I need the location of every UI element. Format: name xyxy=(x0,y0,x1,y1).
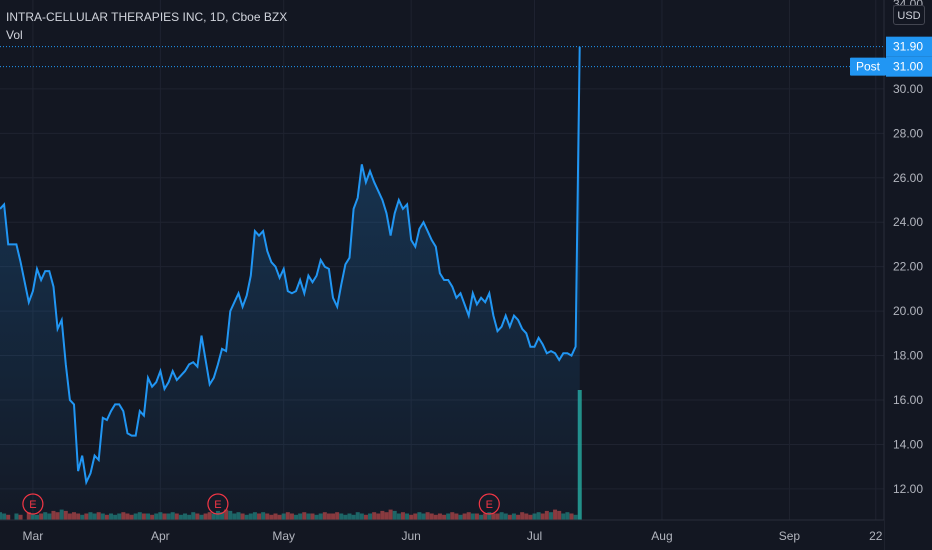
volume-bar xyxy=(577,390,582,520)
x-tick-label: 22 xyxy=(869,529,883,543)
y-tick-label: 28.00 xyxy=(893,126,923,140)
volume-label: Vol xyxy=(6,28,23,42)
x-tick-label: Aug xyxy=(651,529,672,543)
chart-title: INTRA-CELLULAR THERAPIES INC, 1D, Cboe B… xyxy=(6,10,288,24)
post-tag-badge xyxy=(850,57,886,76)
earnings-label: E xyxy=(486,499,493,511)
time-axis-background xyxy=(0,520,884,550)
last-price-value: 31.90 xyxy=(893,40,923,54)
x-tick-label: Mar xyxy=(23,529,44,543)
earnings-marker[interactable]: E xyxy=(478,493,500,515)
price-axis-background xyxy=(884,0,932,550)
x-tick-label: Sep xyxy=(779,529,801,543)
earnings-circle xyxy=(478,493,500,515)
post-price-value: 31.00 xyxy=(893,60,923,74)
price-line xyxy=(0,46,581,486)
y-tick-label: 26.00 xyxy=(893,171,923,185)
earnings-circle xyxy=(22,493,44,515)
price-area-fill xyxy=(0,46,580,520)
last-price-tag xyxy=(886,36,932,57)
earnings-label: E xyxy=(29,499,36,511)
currency-button[interactable]: USD xyxy=(893,5,925,25)
x-tick-label: Jun xyxy=(401,529,420,543)
earnings-circle xyxy=(207,493,229,515)
earnings-marker[interactable]: E xyxy=(22,493,44,515)
x-tick-label: Apr xyxy=(151,529,170,543)
post-tag-label: Post xyxy=(856,60,881,74)
y-tick-label: 22.00 xyxy=(893,260,923,274)
y-tick-label: 16.00 xyxy=(893,393,923,407)
y-tick-label: 14.00 xyxy=(893,437,923,451)
x-tick-label: Jul xyxy=(527,529,542,543)
post-price-tag xyxy=(886,56,932,77)
x-tick-label: May xyxy=(272,529,295,543)
y-tick-label: 12.00 xyxy=(893,482,923,496)
y-tick-label: 24.00 xyxy=(893,215,923,229)
earnings-marker[interactable]: E xyxy=(207,493,229,515)
y-tick-label: 30.00 xyxy=(893,82,923,96)
y-tick-label: 20.00 xyxy=(893,304,923,318)
y-tick-label: 18.00 xyxy=(893,349,923,363)
earnings-label: E xyxy=(214,499,221,511)
